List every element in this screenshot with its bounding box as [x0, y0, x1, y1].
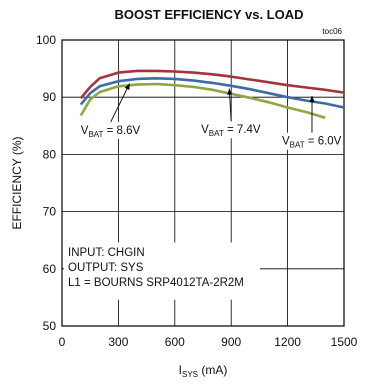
- y-tick-label: 90: [43, 90, 57, 104]
- series-label-0: VBAT = 8.6V: [81, 125, 141, 139]
- series-label-2: VBAT = 6.0V: [282, 136, 342, 150]
- chart-title: BOOST EFFICIENCY vs. LOAD: [114, 7, 303, 22]
- plot-frame: [61, 39, 345, 327]
- annotation-background: [277, 132, 350, 150]
- y-tick-label: 80: [43, 147, 57, 161]
- y-tick-label: 60: [43, 262, 57, 276]
- series-label-1: VBAT = 7.4V: [201, 124, 261, 138]
- notes-background: [64, 242, 260, 300]
- annotation-arrow-head: [124, 83, 130, 91]
- x-tick-label: 900: [221, 335, 241, 349]
- x-tick-label: 0: [59, 335, 66, 349]
- annotation-arrow-line: [110, 83, 131, 123]
- annotation-arrow-head: [227, 88, 233, 95]
- y-axis-label: EFFICIENCY (%): [10, 136, 24, 229]
- note-line-1: OUTPUT: SYS: [68, 262, 144, 274]
- x-axis-label: ISYS (mA): [179, 363, 228, 379]
- x-tick-label: 1500: [331, 335, 358, 349]
- annotation-background: [197, 121, 270, 139]
- x-tick-label: 300: [108, 335, 128, 349]
- note-line-2: L1 = BOURNS SRP4012TA-2R2M: [68, 277, 244, 289]
- series-line-2: [79, 82, 326, 120]
- note-line-0: INPUT: CHGIN: [68, 247, 145, 259]
- annotation-background: [76, 121, 149, 139]
- y-tick-label: 70: [43, 205, 57, 219]
- series-line-1: [79, 77, 345, 109]
- x-tick-label: 600: [165, 335, 185, 349]
- figure-tag: toc06: [322, 27, 342, 36]
- y-tick-label: 50: [43, 319, 57, 333]
- x-tick-label: 1200: [274, 335, 301, 349]
- y-tick-label: 100: [36, 33, 56, 47]
- series-line-0: [79, 69, 345, 100]
- annotation-arrow-head: [309, 96, 315, 103]
